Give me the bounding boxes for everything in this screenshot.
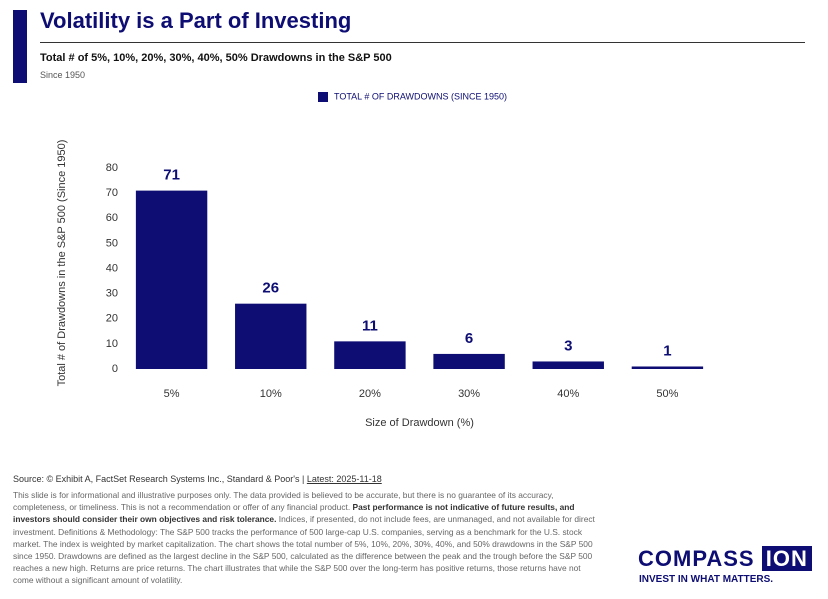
- disclaimer-bold: Past performance is not indicative of fu…: [13, 502, 575, 525]
- legend-swatch: [318, 92, 328, 102]
- x-tick-label: 20%: [359, 388, 381, 400]
- logo-badge: ION: [761, 546, 812, 571]
- data-label: 3: [564, 337, 572, 354]
- note: Since 1950: [40, 70, 86, 80]
- chart: TOTAL # OF DRAWDOWNS (SINCE 1950) 0 10 20 30…: [56, 91, 704, 429]
- bar: [532, 361, 604, 369]
- bar: [135, 190, 208, 369]
- y-tick-label: 60: [106, 212, 118, 224]
- x-tick-label: 30%: [458, 388, 480, 400]
- y-tick-label: 40: [106, 262, 118, 274]
- y-tick-label: 50: [106, 237, 118, 249]
- y-tick-label: 10: [106, 338, 118, 350]
- bar: [631, 366, 704, 369]
- subtitle: Total # of 5%, 10%, 20%, 30%, 40%, 50% D…: [40, 52, 392, 64]
- disclaimer-text: Indices, if presented, do not include fe…: [13, 514, 595, 586]
- y-tick-label: 20: [106, 313, 118, 325]
- logo-name: COMPASS: [638, 546, 755, 571]
- y-tick-label: 80: [106, 162, 118, 174]
- x-tick-label: 5%: [164, 388, 180, 400]
- data-label: 1: [663, 342, 671, 359]
- logo: COMPASS ION: [638, 546, 812, 572]
- rule: [40, 42, 805, 43]
- bar: [433, 353, 505, 369]
- accent-bar: [13, 10, 27, 83]
- tagline: INVEST IN WHAT MATTERS.: [639, 574, 774, 585]
- y-axis-title: Total # of Drawdowns in the S&P 500 (Sin…: [56, 140, 68, 387]
- legend-label: TOTAL # OF DRAWDOWNS (SINCE 1950): [334, 91, 507, 101]
- data-label: 71: [163, 167, 180, 184]
- x-axis-title: Size of Drawdown (%): [365, 417, 474, 429]
- bar: [334, 341, 406, 369]
- disclaimer-text: This slide is for informational and illu…: [13, 490, 554, 513]
- x-tick-label: 10%: [260, 388, 282, 400]
- title: Volatility is a Part of Investing: [40, 8, 352, 33]
- disclaimer: This slide is for informational and illu…: [13, 489, 603, 587]
- source: Source: © Exhibit A, FactSet Research Sy…: [13, 474, 382, 484]
- source-text: Source: © Exhibit A, FactSet Research Sy…: [13, 474, 305, 484]
- y-tick-label: 70: [106, 187, 118, 199]
- y-tick-label: 0: [112, 363, 118, 375]
- data-label: 11: [362, 317, 378, 334]
- data-label: 26: [262, 280, 279, 297]
- data-label: 6: [465, 330, 473, 347]
- x-tick-label: 40%: [557, 388, 579, 400]
- y-tick-label: 30: [106, 288, 118, 300]
- latest: Latest: 2025-11-18: [306, 474, 382, 484]
- bar: [235, 303, 307, 369]
- x-tick-label: 50%: [656, 388, 678, 400]
